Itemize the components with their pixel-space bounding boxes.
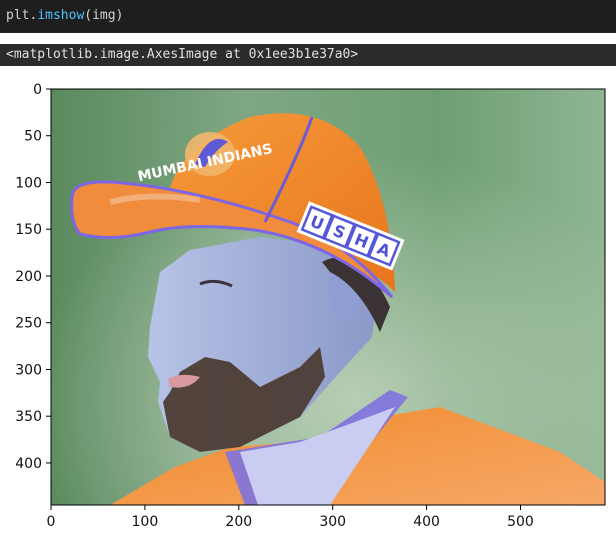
cell-output-text: <matplotlib.image.AxesImage at 0x1ee3b1e…: [0, 44, 616, 66]
neck-area: [240, 407, 395, 505]
sponsor-letter: H: [352, 230, 372, 253]
code-object: plt: [6, 8, 30, 23]
code-argument: img: [92, 8, 116, 23]
output-repr: <matplotlib.image.AxesImage at 0x1ee3b1e…: [6, 47, 359, 62]
cap-brim-highlight: [109, 193, 201, 205]
y-tick-label: 0: [33, 82, 42, 98]
y-axis: 0 50 100 150 200 250 300 350 400: [15, 82, 51, 472]
code-dot: .: [29, 8, 38, 23]
sponsor-letter-box: [348, 226, 376, 255]
y-tick-label: 200: [15, 269, 42, 285]
sponsor-letter-box: [303, 208, 331, 237]
code-cell-input[interactable]: plt.imshow(img): [0, 0, 616, 33]
x-tick-label: 100: [132, 514, 159, 530]
y-tick-label: 150: [15, 222, 42, 238]
code-line[interactable]: plt.imshow(img): [6, 8, 123, 23]
code-paren-open: (: [84, 8, 93, 23]
lips: [168, 374, 200, 388]
x-tick-label: 200: [225, 514, 252, 530]
beard: [163, 347, 325, 452]
code-method: imshow: [37, 8, 85, 23]
sponsor-letter-box: [370, 235, 398, 264]
y-tick-label: 300: [15, 362, 42, 378]
y-tick-label: 400: [15, 456, 42, 472]
eye: [199, 279, 233, 288]
sponsor-letter-box: [326, 217, 353, 246]
axes-frame: [50, 88, 606, 506]
x-tick-label: 400: [413, 514, 440, 530]
y-tick-label: 250: [15, 316, 42, 332]
y-tick-label: 350: [15, 409, 42, 425]
y-tick-label: 50: [24, 129, 42, 145]
cap-brim: [70, 180, 394, 299]
x-tick-label: 500: [507, 514, 534, 530]
x-axis: 0 100 200 300 400 500: [47, 505, 534, 530]
y-tick-label: 100: [15, 175, 42, 191]
cap-seam: [263, 116, 314, 223]
hair-side: [322, 257, 390, 332]
code-paren-close: ): [115, 8, 124, 23]
x-tick-label: 0: [47, 514, 56, 530]
x-tick-label: 300: [319, 514, 346, 530]
